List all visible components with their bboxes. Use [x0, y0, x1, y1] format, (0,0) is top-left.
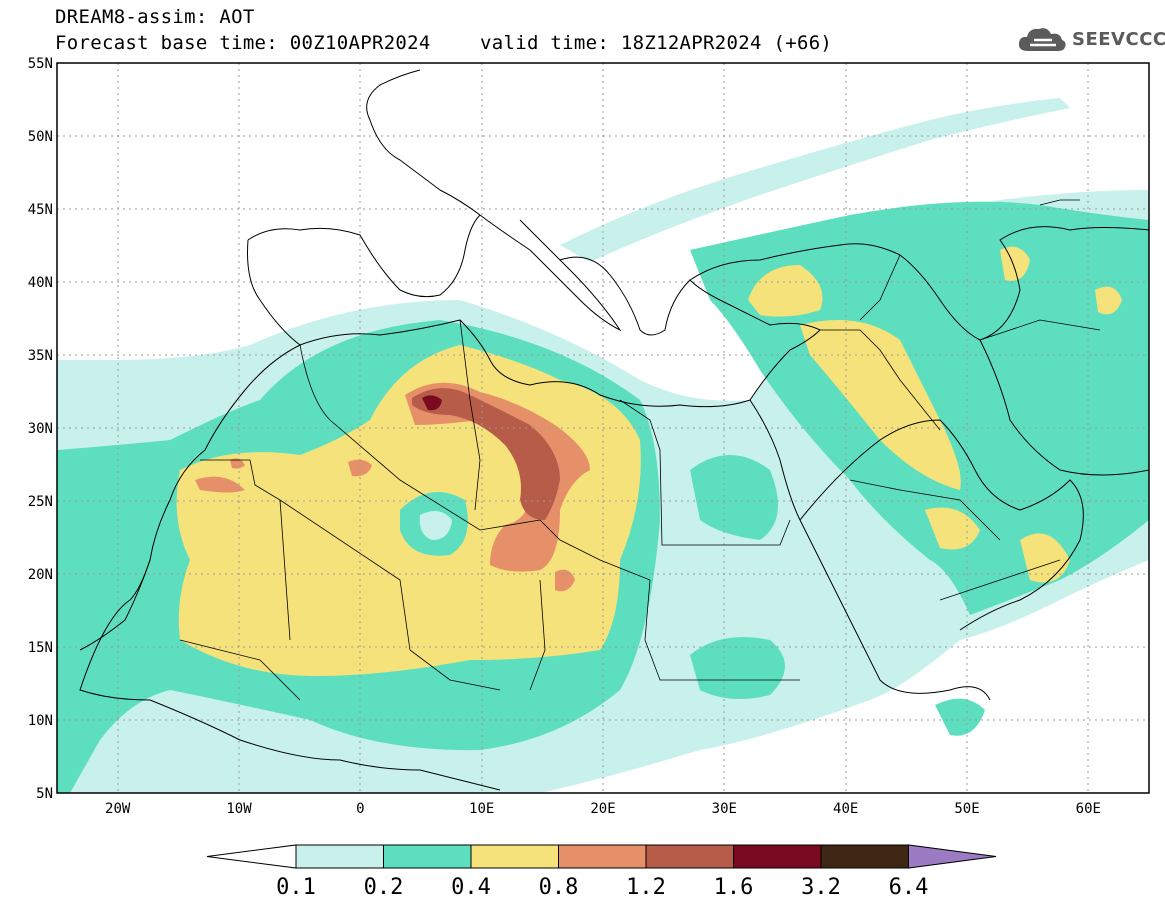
longitude-label: 30E	[712, 801, 737, 817]
latitude-label: 50N	[28, 129, 53, 145]
longitude-label: 40E	[833, 801, 858, 817]
colorbar: 0.1 0.2 0.4 0.8 1.2 1.6 3.2 6.4	[206, 844, 997, 900]
aot-band-0.2-somalia	[935, 698, 985, 736]
longitude-label: 0	[356, 801, 364, 817]
forecast-base-time: Forecast base time: 00Z10APR2024	[55, 32, 431, 54]
longitude-label: 10E	[469, 801, 494, 817]
latitude-label: 35N	[28, 348, 53, 364]
logo-text: SEEVCCC	[1072, 28, 1165, 50]
colorbar-segment	[820, 844, 909, 869]
colorbar-label: 0.4	[451, 875, 491, 900]
colorbar-segment	[295, 844, 384, 869]
aot-band-0.4-caspian	[1000, 246, 1030, 281]
aot-band-0.1-algeria-hole	[419, 511, 452, 540]
longitude-label: 20E	[590, 801, 615, 817]
latitude-label: 30N	[28, 421, 53, 437]
dust-aot-map: 55N 50N 45N 40N 35N 30N 25N 20N 15N 10N 5N 20W 10W 0…	[28, 56, 1150, 817]
aot-band-0.2-libya	[690, 455, 778, 540]
latitude-label: 55N	[28, 56, 53, 72]
colorbar-segment	[470, 844, 559, 869]
aot-band-0.4-arabia	[925, 507, 980, 550]
latitude-label: 5N	[36, 786, 53, 802]
latitude-label: 25N	[28, 494, 53, 510]
longitude-label: 50E	[954, 801, 979, 817]
cloud-icon	[1018, 28, 1066, 51]
aot-contour-fields	[57, 98, 1149, 793]
colorbar-label: 3.2	[801, 875, 841, 900]
latitude-label: 20N	[28, 567, 53, 583]
aot-band-0.8	[405, 382, 590, 572]
colorbar-below-triangle	[206, 844, 297, 869]
colorbar-segment	[383, 844, 472, 869]
colorbar-above-triangle	[908, 844, 997, 869]
map-frame	[56, 62, 1150, 794]
colorbar-label: 0.8	[539, 875, 579, 900]
longitude-label: 10W	[226, 801, 252, 817]
colorbar-label: 0.1	[276, 875, 316, 900]
aot-band-0.1-north	[560, 98, 1070, 262]
aot-band-0.4-mesopotamia	[800, 320, 961, 490]
aot-band-1.2	[412, 388, 560, 520]
colorbar-label: 6.4	[889, 875, 929, 900]
colorbar-label: 0.2	[364, 875, 404, 900]
latitude-labels: 55N 50N 45N 40N 35N 30N 25N 20N 15N 10N 5N	[28, 56, 53, 802]
colorbar-label: 1.6	[714, 875, 754, 900]
latitude-label: 40N	[28, 275, 53, 291]
map-title: DREAM8-assim: AOT	[55, 6, 255, 28]
aot-band-0.8-mali	[348, 459, 372, 477]
latitude-label: 45N	[28, 202, 53, 218]
aot-band-0.8-mauritania-2	[230, 458, 245, 469]
graticule	[57, 63, 1149, 793]
valid-time: valid time: 18Z12APR2024 (+66)	[480, 32, 833, 54]
seevccc-logo: SEEVCCC	[1016, 22, 1165, 56]
aot-band-0.4-oman	[1020, 533, 1070, 583]
aot-band-1.6	[422, 395, 442, 411]
colorbar-label: 1.2	[626, 875, 666, 900]
aot-band-0.8-chad	[555, 569, 575, 592]
aot-band-0.8-mauritania	[195, 476, 245, 493]
country-borders	[179, 199, 1101, 701]
coastlines	[79, 69, 1149, 791]
colorbar-segment	[645, 844, 734, 869]
longitude-labels: 20W 10W 0 10E 20E 30E 40E 50E 60E	[105, 801, 1101, 817]
colorbar-segment	[733, 844, 822, 869]
longitude-label: 20W	[105, 801, 131, 817]
latitude-label: 10N	[28, 713, 53, 729]
aot-band-0.4-turkey	[748, 265, 823, 317]
longitude-label: 60E	[1076, 801, 1101, 817]
latitude-label: 15N	[28, 640, 53, 656]
colorbar-segment	[558, 844, 647, 869]
aot-band-0.4-iran	[1095, 286, 1122, 315]
aot-band-0.2-sudan	[690, 637, 785, 699]
